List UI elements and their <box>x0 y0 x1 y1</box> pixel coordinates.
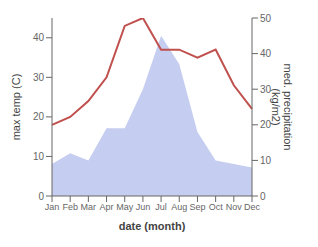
svg-text:10: 10 <box>260 155 272 166</box>
svg-text:40: 40 <box>260 48 272 59</box>
svg-text:Apr: Apr <box>100 202 114 212</box>
svg-text:20: 20 <box>33 111 45 122</box>
svg-text:med. precipitation(kg/m2): med. precipitation(kg/m2) <box>270 64 294 151</box>
svg-text:50: 50 <box>260 13 272 24</box>
svg-text:40: 40 <box>33 32 45 43</box>
svg-text:Mar: Mar <box>81 202 97 212</box>
svg-text:Jun: Jun <box>136 202 151 212</box>
svg-text:Dec: Dec <box>244 202 261 212</box>
svg-text:10: 10 <box>33 151 45 162</box>
svg-text:date (month): date (month) <box>119 220 186 232</box>
svg-text:Aug: Aug <box>171 202 187 212</box>
svg-text:Jan: Jan <box>45 202 60 212</box>
svg-text:30: 30 <box>33 72 45 83</box>
svg-text:30: 30 <box>260 84 272 95</box>
svg-text:May: May <box>116 202 134 212</box>
svg-text:Jul: Jul <box>155 202 167 212</box>
svg-text:Sep: Sep <box>189 202 205 212</box>
svg-text:20: 20 <box>260 119 272 130</box>
svg-text:0: 0 <box>260 191 266 202</box>
svg-text:Feb: Feb <box>62 202 78 212</box>
svg-text:Oct: Oct <box>209 202 224 212</box>
svg-text:Nov: Nov <box>226 202 243 212</box>
svg-text:0: 0 <box>38 191 44 202</box>
svg-text:max temp (C): max temp (C) <box>10 74 22 141</box>
